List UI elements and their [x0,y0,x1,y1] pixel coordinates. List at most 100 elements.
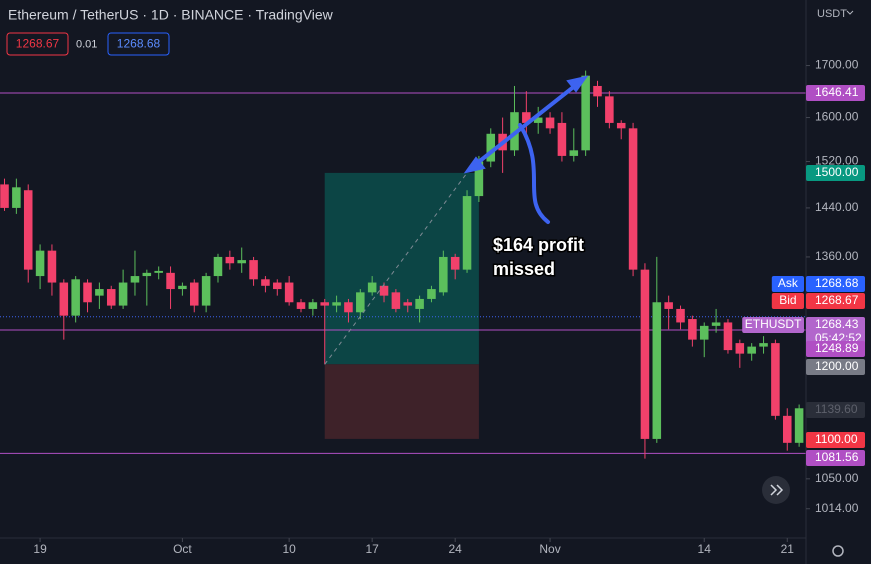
x-tick-label: 19 [33,542,47,556]
candle-body [367,282,377,293]
settings-icon[interactable] [832,545,844,557]
price-label-text: 1248.89 [815,341,859,355]
price-label [806,317,865,347]
candle-body [95,289,104,296]
candle-body [723,322,733,351]
candle-body [474,161,484,197]
candle-body [284,282,294,303]
candle-body [699,325,709,340]
candle-body [379,285,389,296]
candle-body [605,96,614,123]
candle-body [569,150,579,156]
candle-body [47,250,57,283]
bid-price: 1268.67 [16,37,60,51]
x-tick-label: 17 [365,542,379,556]
candle-body [237,260,246,264]
x-tick-label: Oct [173,542,192,556]
candle-body [0,184,9,208]
price-label [806,450,865,466]
candle-body [759,343,768,347]
candle-body [628,128,638,270]
candle-body [652,302,662,439]
candle-body [735,343,745,354]
candle-body [356,292,365,313]
price-label [806,341,865,357]
candle-body [178,285,187,290]
candle-body [273,282,282,290]
candle-body [415,298,424,309]
ask-box[interactable] [107,32,170,56]
candle-body [593,85,602,97]
candle-body [688,319,697,340]
candle-body [711,322,721,326]
candle-body [391,292,401,309]
x-tick-label: 24 [449,542,463,556]
bid-box[interactable] [6,32,69,56]
annotation: missed [493,259,555,279]
candle-body [640,269,650,439]
price-label [806,276,865,292]
candle-body [59,282,69,316]
candle-body [142,272,152,277]
candle-body [581,75,590,151]
candle-body [403,302,413,306]
candle-body [676,308,685,323]
y-tick-label: 1014.00 [815,501,859,515]
candle-body [308,302,318,309]
candle-body [189,282,199,306]
y-tick-label: 1440.00 [815,200,859,214]
position-stop [324,364,479,439]
price-label-text: 1268.67 [815,293,859,307]
x-tick-label: 10 [282,542,296,556]
ask-price: 1268.68 [117,37,161,51]
candle-body [261,279,270,286]
candle-body [35,250,45,277]
candle-body [225,256,235,264]
scroll-icon [770,484,784,496]
price-label-text: 1646.41 [815,85,859,99]
price-label-text: 1081.56 [815,450,859,464]
candle-body [12,187,21,208]
candle-body [154,270,163,273]
candle-body [249,260,258,280]
spread: 0.01 [76,38,97,50]
x-tick-label: 14 [698,542,712,556]
candle-body [344,302,353,313]
plot-area [0,70,806,459]
price-label [806,402,865,418]
y-tick-label: 1360.00 [815,249,859,263]
price-label-tag [771,276,804,292]
candle-body [320,302,329,306]
candle-body [545,117,555,129]
price-label [806,293,865,309]
price-label-text: 1100.00 [815,432,858,446]
price-label-name: ETHUSDT [745,317,802,331]
price-label-text: 1139.60 [815,402,858,416]
price-label-text: 1268.43 [815,317,859,331]
dropdown-icon [846,10,854,15]
x-tick-label: 21 [781,542,795,556]
candle-body [296,302,306,309]
candle-body [439,256,448,293]
candle-body [533,117,543,123]
candle-body [71,279,80,316]
candle-body [83,282,92,303]
y-tick-label: 1050.00 [815,471,859,485]
price-label-name: Ask [778,276,799,290]
candle-body [557,122,567,156]
price-label [806,359,865,375]
currency[interactable]: USDT [817,8,847,20]
annotation: $164 profit [493,235,584,255]
candle-body [166,272,175,290]
candle-body [332,302,341,306]
price-label-text: 1500.00 [815,165,859,179]
price-label-tag [771,293,804,309]
price-label-name: Bid [779,293,796,307]
candle-body [486,133,496,162]
candle-body [23,190,33,270]
price-label [806,165,865,181]
price-label [806,432,865,448]
price-label-tag [742,317,804,333]
price-label-text: 1200.00 [815,359,859,373]
